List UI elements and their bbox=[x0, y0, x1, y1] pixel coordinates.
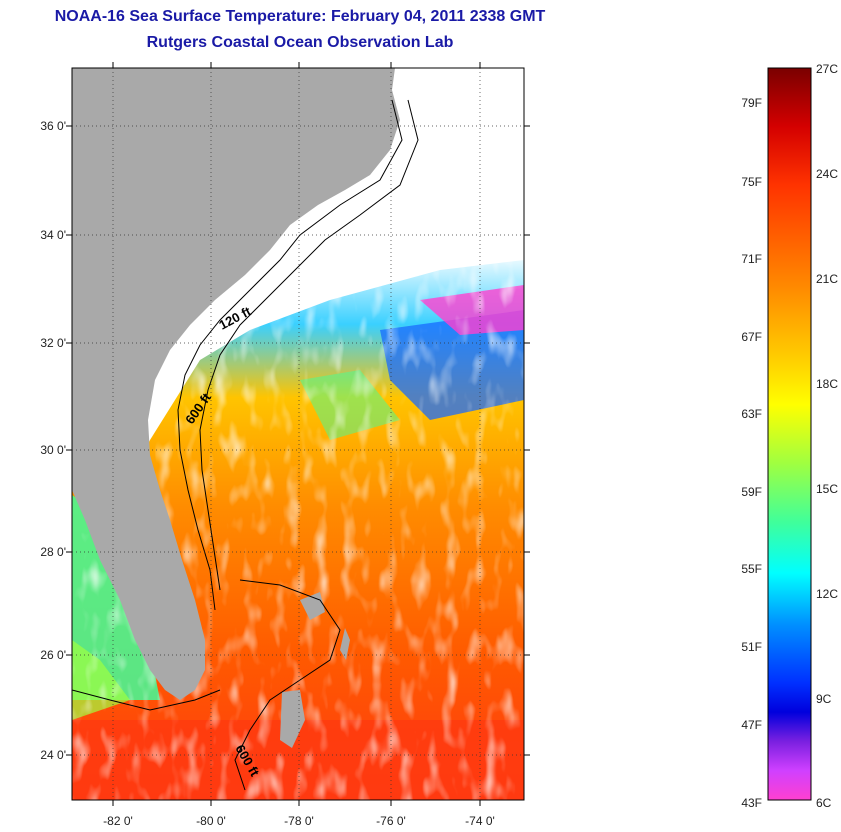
map-image bbox=[72, 68, 524, 800]
colorbar-f-label: 75F bbox=[741, 175, 762, 189]
axis-ticks bbox=[66, 62, 530, 806]
colorbar-f-label: 67F bbox=[741, 330, 762, 344]
colorbar-f-label: 47F bbox=[741, 718, 762, 732]
lon-label: -74 0' bbox=[465, 814, 495, 828]
land-mass bbox=[72, 68, 400, 700]
colorbar-c-label: 12C bbox=[816, 587, 839, 601]
colorbar-f-label: 43F bbox=[741, 796, 762, 810]
colorbar-c-label: 27C bbox=[816, 62, 839, 76]
colorbar-f-label: 51F bbox=[741, 640, 762, 654]
colorbar-c-label: 24C bbox=[816, 167, 839, 181]
graticule bbox=[72, 68, 524, 800]
colorbar-f-label: 55F bbox=[741, 562, 762, 576]
colorbar-c-label: 18C bbox=[816, 377, 839, 391]
lon-label: -76 0' bbox=[376, 814, 406, 828]
lon-label: -78 0' bbox=[284, 814, 314, 828]
lat-label: 26 0' bbox=[40, 648, 66, 662]
map-subtitle: Rutgers Coastal Ocean Observation Lab bbox=[146, 34, 454, 51]
colorbar-c-label: 6C bbox=[816, 796, 832, 810]
lat-label: 24 0' bbox=[40, 748, 66, 762]
lat-label: 28 0' bbox=[40, 545, 66, 559]
lat-label: 34 0' bbox=[40, 228, 66, 242]
map-title: NOAA-16 Sea Surface Temperature: Februar… bbox=[54, 8, 546, 25]
contour-120ft bbox=[177, 99, 403, 611]
colorbar bbox=[767, 67, 812, 801]
lat-label: 30 0' bbox=[40, 443, 66, 457]
colorbar-f-label: 71F bbox=[741, 252, 762, 266]
colorbar-c-label: 21C bbox=[816, 272, 839, 286]
contour-600ft bbox=[199, 99, 419, 591]
lon-label: -80 0' bbox=[196, 814, 226, 828]
colorbar-f-label: 59F bbox=[741, 485, 762, 499]
lat-label: 36 0' bbox=[40, 119, 66, 133]
colorbar-c-label: 9C bbox=[816, 692, 832, 706]
colorbar-f-label: 63F bbox=[741, 407, 762, 421]
lat-label: 32 0' bbox=[40, 336, 66, 350]
map-frame bbox=[71, 67, 525, 801]
lon-label: -82 0' bbox=[103, 814, 133, 828]
colorbar-f-label: 79F bbox=[741, 96, 762, 110]
colorbar-c-label: 15C bbox=[816, 482, 839, 496]
